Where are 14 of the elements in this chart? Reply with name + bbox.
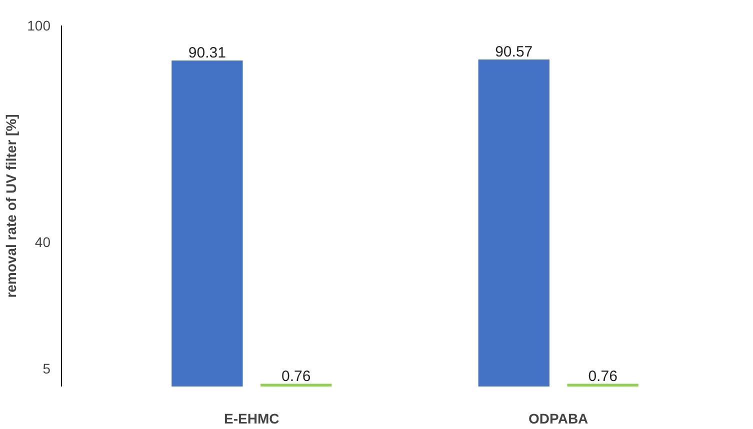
x-tick-label: ODPABA (528, 410, 588, 426)
data-label: 90.57 (495, 44, 533, 61)
bar (478, 60, 550, 386)
y-tick-label: 5 (42, 360, 51, 376)
bar (260, 384, 332, 386)
x-tick-label: E-EHMC (224, 410, 280, 426)
bar (172, 60, 243, 386)
y-axis-title: removal rate of UV filter [%] (3, 114, 20, 298)
y-tick-label: 100 (27, 18, 51, 34)
data-label: 0.76 (282, 368, 311, 385)
y-tick-label: 40 (34, 234, 51, 250)
data-label: 0.76 (588, 368, 618, 385)
data-label: 90.31 (188, 44, 226, 62)
bar (567, 384, 638, 386)
